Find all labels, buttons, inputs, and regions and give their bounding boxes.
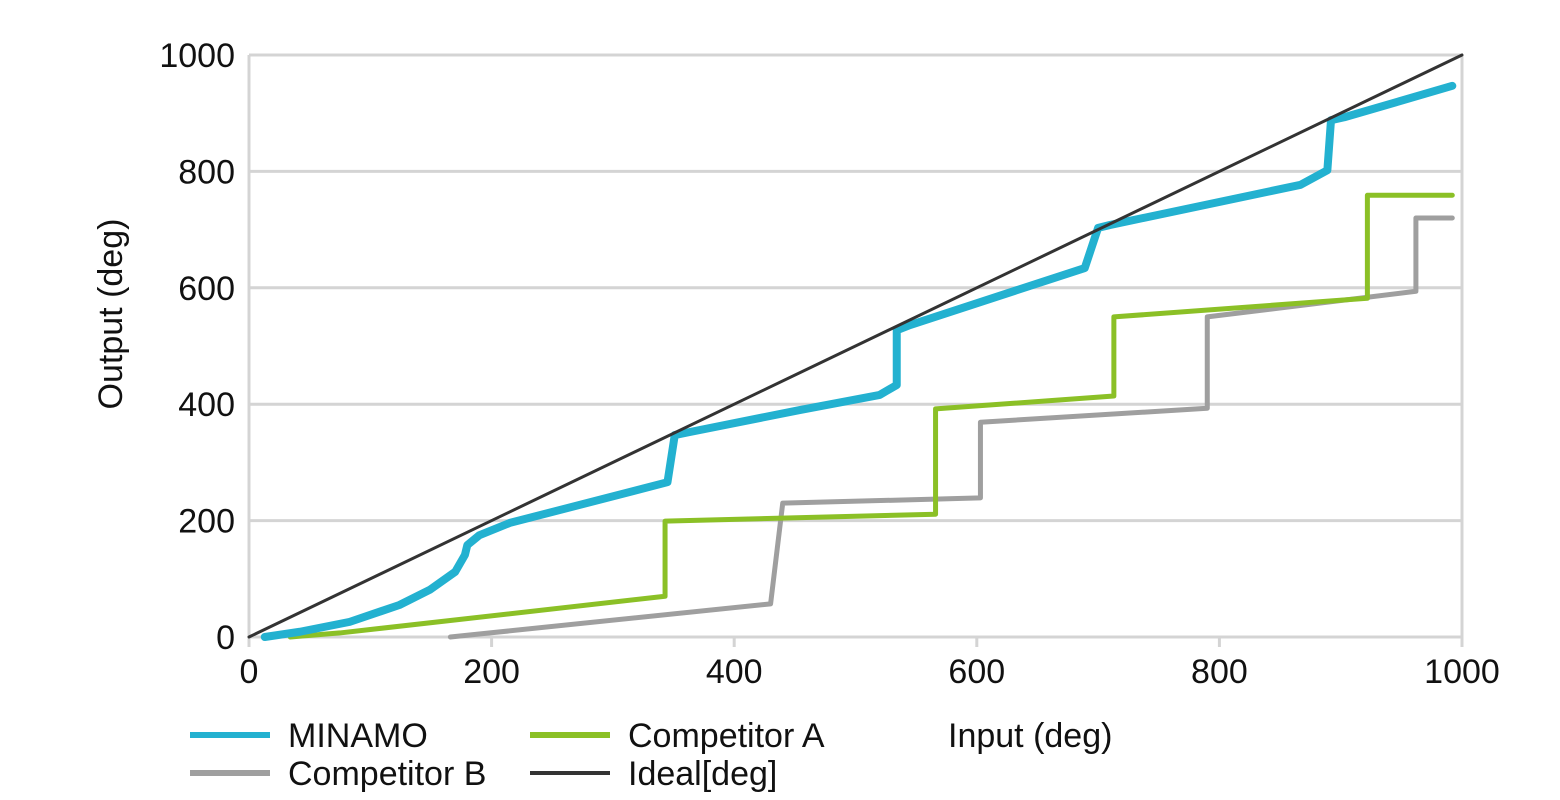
x-tick-label: 400 xyxy=(706,653,763,691)
tick-labels: 0 200 400 600 800 1000 0 200 400 600 800 1000 xyxy=(159,37,1499,691)
y-tick-label: 400 xyxy=(178,386,235,424)
y-tick-label: 1000 xyxy=(159,37,235,75)
y-tick-label: 0 xyxy=(216,619,235,657)
x-axis-label: Input (deg) xyxy=(948,717,1112,755)
legend: MINAMO Competitor A Competitor B Ideal[deg] xyxy=(190,717,825,793)
y-tick-label: 200 xyxy=(178,503,235,541)
series-line-ideal-deg- xyxy=(247,53,1464,639)
legend-label: Ideal[deg] xyxy=(628,755,777,793)
x-tick-label: 600 xyxy=(948,653,1005,691)
x-tick-label: 1000 xyxy=(1424,653,1500,691)
x-tick-label: 0 xyxy=(240,653,259,691)
x-tick-label: 800 xyxy=(1191,653,1248,691)
x-tick-label: 200 xyxy=(463,653,520,691)
legend-label: Competitor B xyxy=(288,755,486,793)
legend-label: MINAMO xyxy=(288,717,428,755)
grid xyxy=(249,53,1462,523)
y-axis-label: Output (deg) xyxy=(92,219,130,410)
series-line-competitor-b xyxy=(447,215,1455,640)
series-line-minamo xyxy=(260,81,1457,641)
y-tick-label: 600 xyxy=(178,270,235,308)
series-line-competitor-a xyxy=(287,192,1455,640)
y-tick-label: 800 xyxy=(178,153,235,191)
legend-label: Competitor A xyxy=(628,717,825,755)
series-lines xyxy=(247,53,1464,641)
